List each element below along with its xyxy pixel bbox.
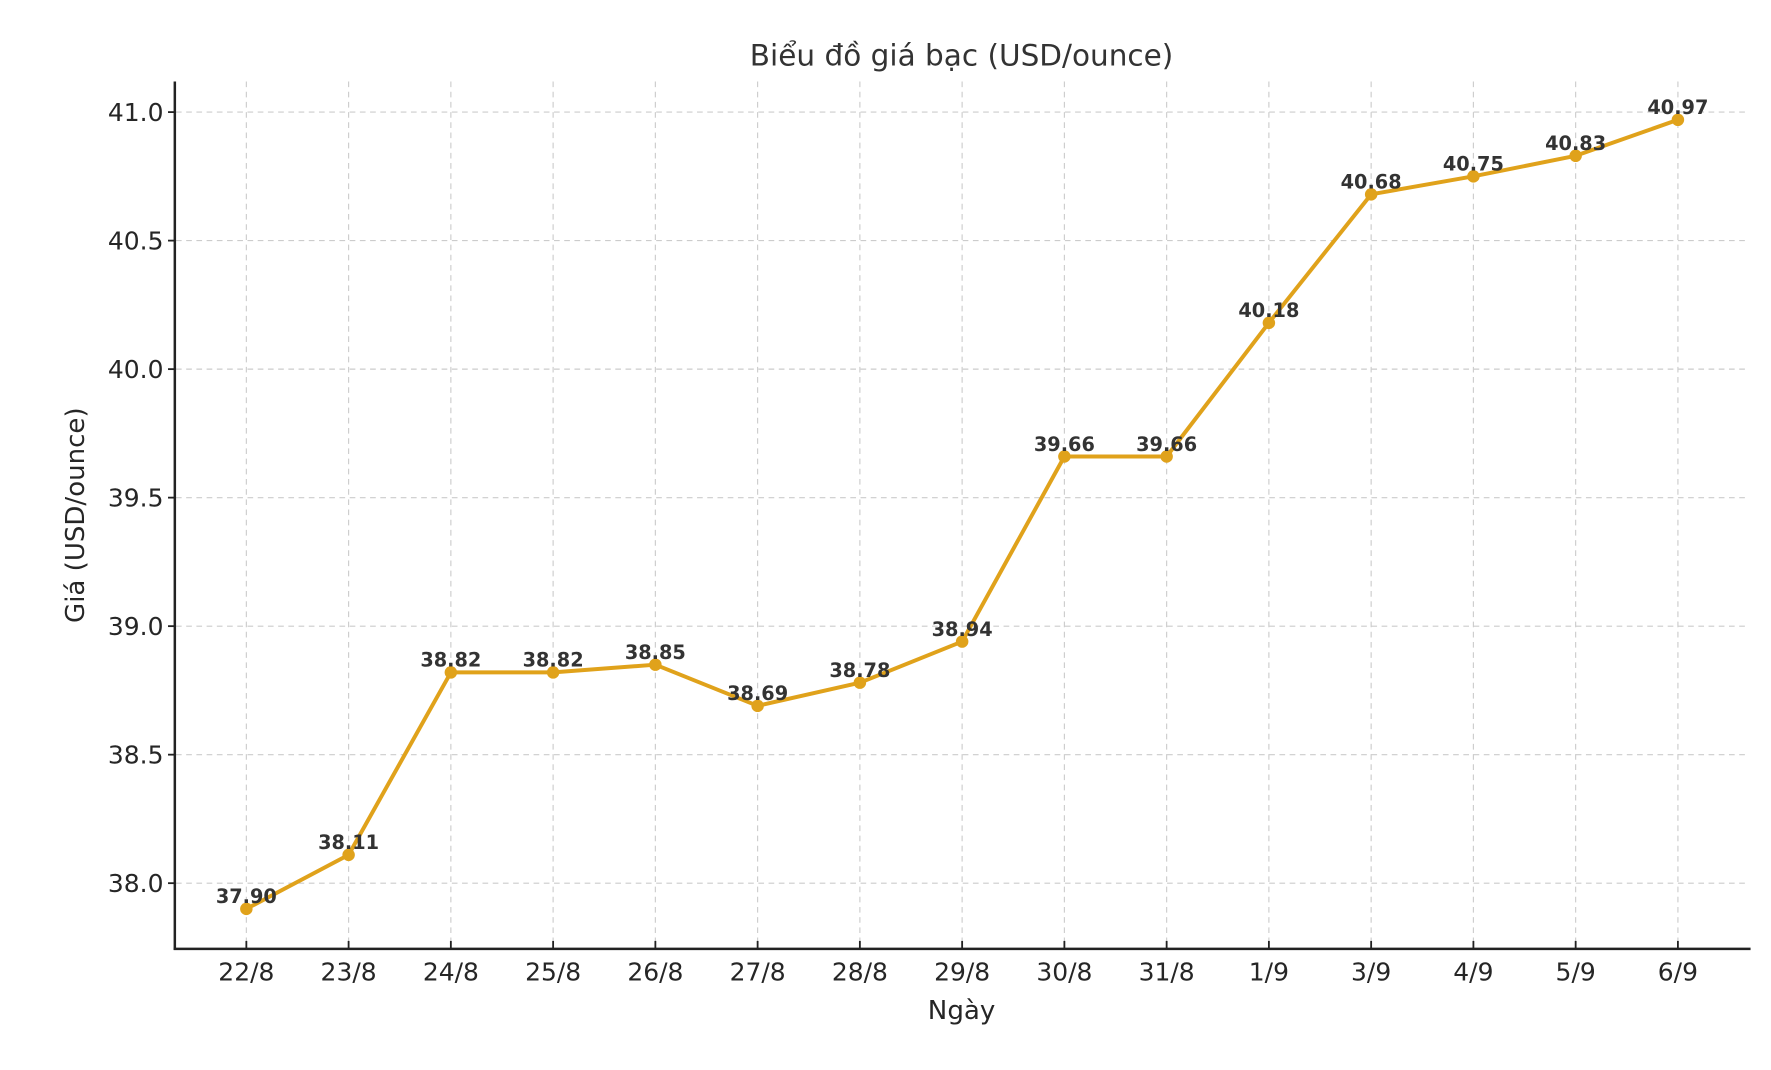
data-point-label: 39.66: [1034, 433, 1095, 456]
data-point-label: 40.97: [1647, 96, 1708, 119]
data-point-label: 38.11: [318, 831, 379, 854]
data-point-label: 38.94: [932, 618, 993, 641]
chart-title: Biểu đồ giá bạc (USD/ounce): [750, 38, 1173, 73]
data-point: [751, 699, 764, 713]
data-point: [1364, 188, 1378, 201]
data-point: [1671, 113, 1685, 127]
data-point-label: 40.75: [1443, 153, 1504, 176]
x-tick-label: 26/8: [627, 958, 683, 987]
data-point-label: 40.68: [1341, 171, 1402, 194]
x-tick-label: 28/8: [832, 958, 888, 987]
data-point-label: 39.66: [1136, 433, 1197, 456]
x-tick-label: 6/9: [1658, 958, 1698, 987]
x-gridlines: [245, 81, 1679, 948]
y-tick-label: 39.0: [108, 612, 164, 641]
x-axis-label: Ngày: [928, 996, 996, 1026]
data-point: [444, 666, 458, 679]
data-point: [1467, 170, 1480, 183]
data-point-label: 37.90: [216, 885, 277, 908]
data-point-label: 40.18: [1238, 299, 1299, 322]
data-point: [240, 902, 253, 916]
data-point: [1160, 450, 1173, 463]
y-tick-label: 38.0: [108, 869, 164, 898]
data-point: [649, 658, 662, 671]
y-axis-label: Giá (USD/ounce): [61, 407, 91, 623]
data-point-label: 40.83: [1545, 132, 1606, 155]
x-tick-label: 25/8: [525, 958, 581, 987]
data-point-label: 38.69: [727, 682, 788, 705]
data-point-label: 38.78: [829, 659, 890, 682]
y-axis-ticks: 38.0 38.5 39.0 39.5 40.0 40.5 41.0: [108, 98, 175, 898]
x-tick-label: 27/8: [730, 958, 786, 987]
x-axis-ticks: 22/8 23/8 24/8 25/8 26/8 27/8 28/8 29/8 30/8 31/8…: [218, 940, 1698, 987]
y-tick-label: 39.5: [108, 484, 164, 513]
data-point: [1262, 316, 1276, 330]
x-tick-label: 5/9: [1556, 958, 1596, 987]
x-tick-label: 3/9: [1351, 958, 1391, 987]
x-tick-label: 1/9: [1249, 958, 1289, 987]
data-point-label: 38.82: [420, 649, 481, 672]
x-tick-label: 30/8: [1036, 958, 1092, 987]
data-point-markers: [240, 113, 1685, 916]
x-tick-label: 22/8: [218, 958, 274, 987]
x-tick-label: 23/8: [321, 958, 377, 987]
x-tick-label: 31/8: [1139, 958, 1195, 987]
data-point-labels: 37.90 38.11 38.82 38.82 38.85 38.69 38.78 38.94…: [216, 96, 1709, 908]
data-point-label: 38.82: [523, 649, 584, 672]
y-tick-label: 38.5: [108, 741, 164, 770]
x-tick-label: 29/8: [934, 958, 990, 987]
y-gridlines: [175, 111, 1749, 884]
y-tick-label: 40.0: [108, 355, 164, 384]
data-point: [342, 848, 355, 862]
x-tick-label: 4/9: [1453, 958, 1493, 987]
data-point: [1569, 149, 1582, 163]
y-tick-label: 40.5: [108, 227, 164, 256]
data-point: [853, 676, 867, 689]
data-point: [1058, 450, 1071, 463]
y-tick-label: 41.0: [108, 98, 164, 127]
data-point-label: 38.85: [625, 641, 686, 664]
data-point: [955, 635, 969, 648]
x-tick-label: 24/8: [423, 958, 479, 987]
data-point: [546, 666, 560, 679]
